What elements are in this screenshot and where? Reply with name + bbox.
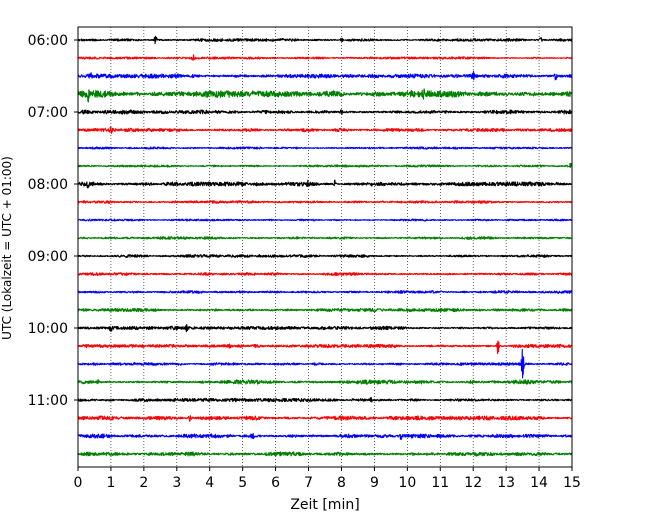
seismogram-trace: [77, 218, 573, 222]
seismogram-traces: [77, 35, 573, 457]
x-tick-label: 9: [370, 475, 379, 491]
x-tick-label: 6: [271, 475, 280, 491]
seismogram-trace: [77, 451, 573, 457]
x-tick-label: 10: [398, 475, 416, 491]
y-tick-label: 07:00: [28, 105, 68, 121]
seismogram-trace: [77, 348, 573, 379]
seismogram-trace: [77, 109, 573, 115]
y-tick-label: 09:00: [28, 249, 68, 265]
seismogram-trace: [77, 272, 573, 276]
x-tick-label: 3: [172, 475, 181, 491]
x-tick-label: 13: [497, 475, 515, 491]
y-tick-label: 08:00: [28, 177, 68, 193]
x-tick-label: 8: [337, 475, 346, 491]
seismogram-trace: [77, 415, 573, 422]
seismogram-trace: [77, 54, 573, 61]
y-tick-label: 06:00: [28, 33, 68, 49]
x-tick-label: 14: [530, 475, 548, 491]
y-axis-ticks: 06:00 07:00 08:00 09:00 10:00 11:00: [28, 33, 78, 409]
x-tick-label: 4: [205, 475, 214, 491]
seismogram-trace: [77, 307, 573, 313]
x-tick-label: 7: [304, 475, 313, 491]
x-tick-label: 12: [464, 475, 482, 491]
x-tick-label: 5: [238, 475, 247, 491]
seismogram-trace: [77, 340, 573, 354]
x-axis-label: Zeit [min]: [290, 497, 359, 513]
y-tick-label: 11:00: [28, 393, 68, 409]
seismogram-trace: [77, 162, 573, 169]
x-tick-label: 11: [431, 475, 449, 491]
seismogram-trace: [77, 88, 573, 103]
x-tick-label: 1: [106, 475, 115, 491]
seismogram-trace: [77, 378, 573, 385]
grid-lines: [110, 27, 540, 467]
x-tick-label: 2: [139, 475, 148, 491]
seismogram-trace: [77, 35, 573, 45]
seismogram-trace: [77, 200, 573, 204]
seismogram-trace: [77, 254, 573, 258]
seismogram-trace: [77, 290, 573, 294]
x-axis-ticks: 0 1 2 3 4 5 6 7 8 9 10 11 12 13 14 15: [74, 467, 581, 491]
seismogram-trace: [77, 432, 573, 440]
x-tick-label: 15: [563, 475, 581, 491]
seismogram-trace: [77, 324, 573, 333]
seismogram-trace: [77, 70, 573, 81]
seismogram-trace: [77, 236, 573, 240]
x-tick-label: 0: [74, 475, 83, 491]
y-axis-label: UTC (Lokalzeit = UTC + 01:00): [0, 156, 14, 340]
seismogram-trace: [77, 146, 573, 150]
seismogram-trace: [77, 126, 573, 134]
seismogram-trace: [77, 179, 573, 189]
y-tick-label: 10:00: [28, 321, 68, 337]
plot-frame: [77, 26, 573, 468]
seismogram-trace: [77, 396, 573, 403]
